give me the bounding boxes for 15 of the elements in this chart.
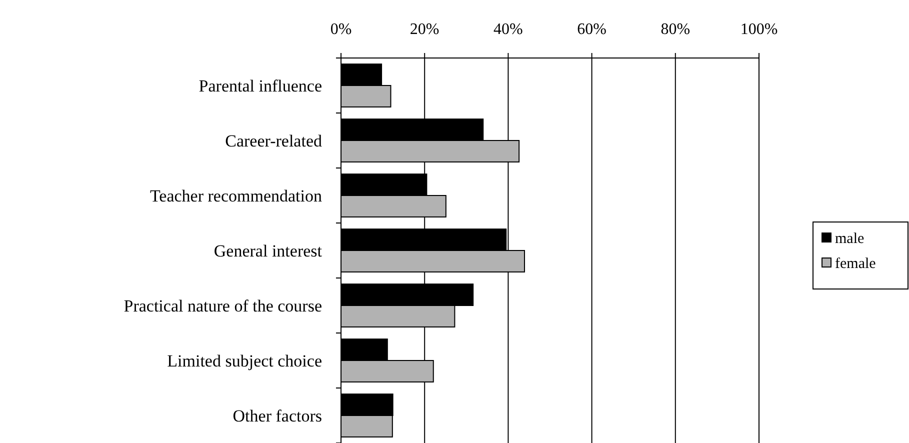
x-tick-label: 80% (660, 21, 690, 38)
x-tick-label: 20% (410, 21, 440, 38)
x-tick-label: 100% (740, 21, 778, 38)
y-tick-label: Limited subject choice (167, 352, 322, 370)
x-tick-label: 0% (330, 21, 352, 38)
y-tick-label: Practical nature of the course (124, 296, 322, 316)
legend-label: female (835, 256, 876, 272)
y-tick-label: General interest (214, 242, 322, 260)
legend-label: male (835, 231, 864, 247)
y-tick-label: Other factors (232, 406, 322, 426)
x-tick-label: 60% (577, 21, 606, 38)
y-tick-label: Career-related (225, 132, 322, 150)
y-tick-label: Teacher recommendation (150, 186, 322, 206)
y-tick-label: Parental influence (198, 76, 322, 96)
x-tick-label: 40% (494, 21, 523, 38)
